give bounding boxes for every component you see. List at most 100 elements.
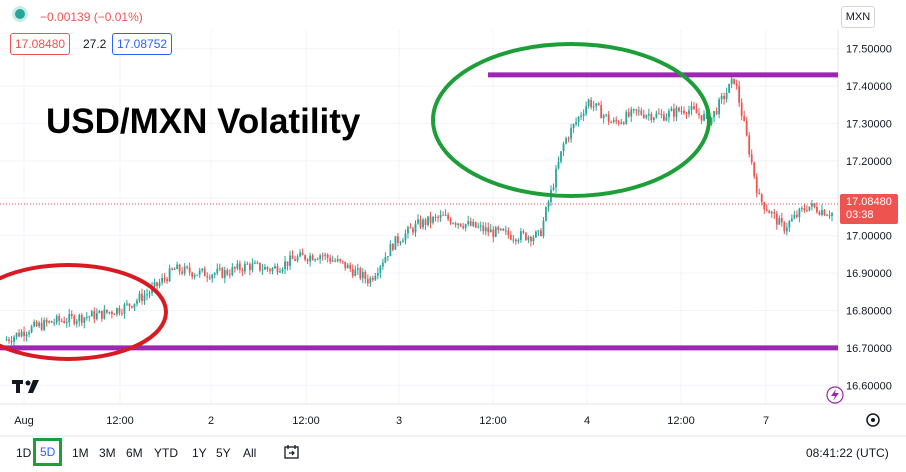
candle-body	[472, 221, 475, 226]
lightning-icon[interactable]	[826, 386, 844, 404]
candle-body	[459, 223, 462, 227]
candle-body	[447, 214, 450, 220]
candle-body	[537, 230, 540, 232]
candle-body	[60, 320, 63, 322]
candle-body	[748, 135, 751, 155]
candle-body	[557, 161, 560, 169]
candle-body	[429, 216, 432, 223]
ask-price[interactable]: 17.08752	[112, 33, 173, 55]
candle-body	[70, 313, 73, 317]
candle-body	[63, 320, 66, 323]
candle-body	[304, 255, 306, 260]
candle-body	[823, 209, 826, 216]
candle-body	[366, 279, 369, 284]
candle-body	[276, 266, 279, 273]
candle-body	[592, 106, 595, 108]
timeframe-6m[interactable]: 6M	[126, 446, 143, 460]
candle-body	[30, 326, 33, 333]
candle-body	[464, 224, 467, 228]
candle-body	[497, 227, 500, 230]
candle-body	[615, 120, 618, 122]
candle-body	[595, 103, 598, 107]
candle-body	[770, 212, 773, 214]
candle-body	[326, 254, 329, 259]
candle-body	[698, 113, 700, 116]
candle-body	[83, 317, 86, 323]
candle-body	[424, 219, 427, 225]
candle-body	[153, 282, 156, 287]
candle-body	[324, 254, 327, 256]
candle-body	[58, 316, 61, 321]
settings-icon[interactable]	[866, 413, 880, 427]
candle-body	[519, 231, 522, 240]
candle-body	[256, 262, 259, 264]
timeframe-1d[interactable]: 1D	[16, 446, 32, 460]
candle-body	[647, 113, 650, 116]
candle-body	[600, 105, 603, 119]
candle-body	[397, 236, 399, 243]
candle-body	[798, 208, 801, 218]
candle-body	[790, 218, 793, 222]
candle-body	[733, 78, 736, 84]
candle-body	[191, 272, 194, 277]
candle-body	[146, 294, 148, 296]
timeframe-3m[interactable]: 3M	[99, 446, 116, 460]
candle-body	[524, 232, 527, 240]
x-tick-label: 12:00	[667, 415, 695, 427]
candle-body	[85, 316, 88, 318]
candle-body	[763, 202, 766, 210]
candle-body	[640, 110, 643, 115]
candle-body	[575, 121, 577, 125]
candle-body	[434, 216, 437, 218]
timeframe-5d[interactable]: 5D	[33, 438, 63, 466]
currency-badge[interactable]: MXN	[841, 6, 875, 28]
candle-body	[148, 293, 151, 295]
candle-body	[655, 113, 658, 118]
candle-body	[158, 282, 161, 287]
candle-body	[289, 255, 291, 266]
candle-body	[678, 107, 680, 112]
candle-body	[484, 227, 487, 232]
candle-body	[765, 209, 768, 211]
compare-range-icon[interactable]	[283, 443, 301, 466]
timeframe-1y[interactable]: 1Y	[192, 446, 207, 460]
candle-body	[193, 275, 196, 277]
candle-body	[499, 228, 502, 230]
candle-body	[15, 332, 18, 337]
candle-body	[590, 99, 593, 108]
candle-body	[20, 331, 23, 337]
bid-price[interactable]: 17.08480	[10, 33, 71, 55]
candle-body	[414, 223, 417, 233]
candle-body	[118, 308, 121, 314]
candle-body	[662, 114, 665, 121]
timeframe-all[interactable]: All	[243, 446, 257, 460]
candle-body	[321, 255, 324, 257]
timeframe-ytd[interactable]: YTD	[154, 446, 178, 460]
candle-body	[5, 339, 8, 341]
candle-body	[412, 228, 414, 233]
timeframe-5y[interactable]: 5Y	[216, 446, 231, 460]
candle-body	[274, 266, 276, 269]
candle-body	[753, 162, 756, 177]
candle-body	[334, 260, 337, 262]
candle-body	[269, 269, 271, 272]
candle-body	[284, 261, 286, 270]
candle-body	[53, 322, 56, 324]
candle-body	[319, 255, 322, 260]
candle-body	[50, 321, 53, 323]
candle-body	[670, 108, 673, 112]
y-tick-label: 17.50000	[846, 44, 892, 56]
candle-body	[462, 226, 465, 228]
candle-body	[206, 276, 209, 278]
candle-body	[826, 215, 828, 217]
candle-body	[181, 271, 184, 274]
clock[interactable]: 08:41:22 (UTC)	[806, 446, 889, 460]
candle-body	[359, 268, 362, 279]
candle-body	[811, 203, 813, 207]
last-price-badge	[840, 193, 898, 224]
candle-body	[650, 113, 653, 120]
candle-body	[627, 112, 630, 117]
candle-body	[693, 106, 695, 109]
candle-body	[98, 310, 101, 314]
timeframe-1m[interactable]: 1M	[72, 446, 89, 460]
